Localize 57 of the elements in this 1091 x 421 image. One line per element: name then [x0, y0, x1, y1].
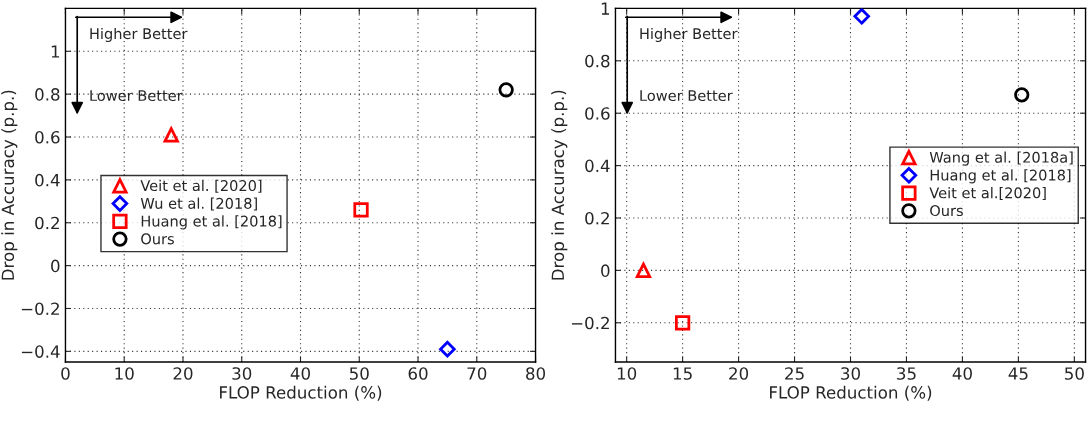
x-tick-label: 45 — [1008, 367, 1028, 380]
legend-label: Wang et al. [2018a] — [929, 151, 1073, 166]
y-tick-label: 0.8 — [35, 88, 60, 101]
x-axis-title: FLOP Reduction (%) — [770, 385, 932, 401]
y-tick-label: 0.4 — [585, 159, 610, 173]
legend-label: Wu et al. [2018] — [140, 197, 257, 211]
x-tick-label: 10 — [115, 367, 134, 380]
y-tick-label: 0 — [601, 264, 610, 277]
x-tick-label: 20 — [729, 367, 749, 380]
annotation: Lower Better — [640, 90, 733, 102]
annotation: Higher Better — [90, 27, 188, 42]
point — [353, 202, 369, 218]
x-tick-label: 50 — [1065, 367, 1084, 380]
y-tick-label: −0.4 — [21, 345, 60, 358]
x-axis-title: FLOP Reduction (%) — [220, 385, 382, 401]
legend-label: Ours — [930, 205, 963, 217]
y-tick-label: −0.2 — [21, 302, 59, 316]
y-tick-label: 0 — [51, 259, 60, 273]
y-tick-label: 0.4 — [35, 173, 60, 187]
legend-label: Huang et al. [2018] — [930, 169, 1071, 184]
point — [498, 82, 514, 98]
point — [163, 127, 179, 143]
y-axis-title: Drop in Accuracy (p.p.) — [1, 90, 18, 280]
x-tick-label: 50 — [349, 367, 369, 380]
x-tick-label: 35 — [897, 367, 916, 380]
legend-label: Veit et al. [2020] — [140, 179, 262, 193]
legend-label: Huang et al. [2018] — [141, 215, 282, 230]
x-tick-label: 40 — [952, 367, 972, 380]
x-tick-label: 70 — [467, 367, 487, 380]
point — [439, 340, 456, 358]
annotation: Higher Better — [640, 27, 738, 42]
annotation: Lower Better — [90, 90, 183, 102]
y-tick-label: 0.6 — [35, 130, 60, 144]
x-tick-label: 25 — [785, 367, 804, 380]
point — [1014, 87, 1030, 103]
y-tick-label: 0.2 — [35, 216, 59, 230]
x-tick-label: 40 — [290, 367, 310, 380]
x-tick-label: 15 — [673, 367, 692, 380]
x-tick-label: 20 — [173, 367, 193, 380]
y-tick-label: −0.2 — [571, 316, 609, 330]
x-tick-label: 10 — [617, 367, 637, 380]
legend-label: Veit et al.[2020] — [929, 187, 1046, 201]
y-tick-label: 0.8 — [585, 54, 610, 68]
point — [635, 262, 652, 279]
point — [853, 8, 870, 25]
x-tick-label: 30 — [841, 367, 860, 380]
y-tick-label: 1 — [601, 2, 610, 15]
y-tick-label: 0.6 — [585, 107, 610, 120]
y-axis-title: Drop in Accuracy (p.p.) — [551, 90, 568, 280]
x-tick-label: 30 — [232, 367, 252, 380]
legend-label: Ours — [141, 233, 174, 245]
point — [674, 315, 691, 331]
x-tick-label: 80 — [526, 367, 546, 380]
y-tick-label: 0.2 — [585, 211, 609, 225]
x-tick-label: 0 — [61, 367, 70, 380]
x-tick-label: 60 — [408, 367, 428, 380]
y-tick-label: 1 — [51, 45, 60, 58]
